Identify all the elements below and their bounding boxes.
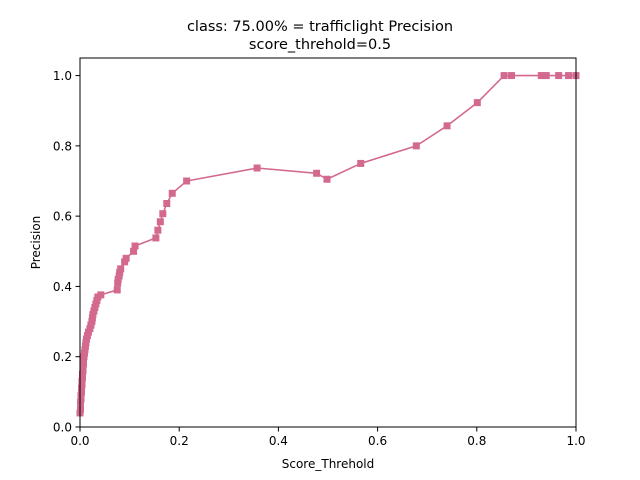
precision-point-marker bbox=[93, 296, 101, 304]
precision-point-marker bbox=[114, 275, 122, 283]
precision-point-marker bbox=[83, 332, 91, 340]
chart-title-line2: score_threhold=0.5 bbox=[249, 37, 391, 53]
precision-point-marker bbox=[78, 374, 86, 382]
precision-point-marker bbox=[116, 268, 124, 276]
precision-point-marker bbox=[81, 346, 89, 354]
precision-point-marker bbox=[78, 381, 86, 389]
precision-point-marker bbox=[79, 367, 87, 375]
precision-point-marker bbox=[81, 342, 89, 350]
precision-point-marker bbox=[79, 363, 87, 371]
precision-point-marker bbox=[183, 177, 191, 185]
precision-point-marker bbox=[88, 314, 96, 322]
precision-point-marker bbox=[152, 234, 160, 242]
y-tick-label: 0.0 bbox=[53, 421, 72, 435]
precision-point-marker bbox=[163, 199, 171, 207]
x-tick-label: 1.0 bbox=[566, 434, 585, 448]
precision-point-marker bbox=[114, 279, 122, 287]
x-tick-label: 0.4 bbox=[269, 434, 288, 448]
x-tick-label: 0.8 bbox=[467, 434, 486, 448]
precision-point-marker bbox=[537, 72, 545, 80]
precision-point-marker bbox=[117, 265, 125, 273]
y-axis-label: Precision bbox=[29, 216, 43, 270]
precision-point-marker bbox=[168, 189, 176, 197]
precision-point-marker bbox=[500, 72, 508, 80]
precision-point-marker bbox=[77, 388, 85, 396]
x-tick-label: 0.2 bbox=[170, 434, 189, 448]
precision-point-marker bbox=[313, 169, 321, 177]
chart-title-line1: class: 75.00% = trafficlight Precision bbox=[187, 19, 453, 35]
y-tick-label: 1.0 bbox=[53, 69, 72, 83]
precision-point-marker bbox=[78, 370, 86, 378]
precision-point-marker bbox=[154, 226, 162, 234]
precision-point-marker bbox=[89, 311, 97, 319]
precision-point-marker bbox=[113, 286, 121, 294]
precision-point-marker bbox=[156, 218, 164, 226]
x-tick-label: 0.6 bbox=[368, 434, 387, 448]
y-tick-label: 0.4 bbox=[53, 280, 72, 294]
precision-point-marker bbox=[121, 258, 129, 266]
x-axis-label: Score_Threhold bbox=[282, 457, 375, 471]
x-axis-ticks: 0.0 0.2 0.4 0.6 0.8 1.0 bbox=[70, 427, 586, 448]
y-tick-label: 0.8 bbox=[53, 139, 72, 153]
precision-point-marker bbox=[84, 328, 92, 336]
plot-frame bbox=[79, 57, 577, 428]
y-tick-label: 0.2 bbox=[53, 350, 72, 364]
y-tick-label: 0.6 bbox=[53, 210, 72, 224]
precision-point-marker bbox=[82, 335, 90, 343]
precision-point-marker bbox=[412, 142, 420, 150]
precision-point-marker bbox=[78, 377, 86, 385]
precision-point-marker bbox=[80, 349, 88, 357]
precision-point-marker bbox=[97, 291, 105, 299]
precision-point-marker bbox=[87, 321, 95, 329]
precision-point-marker bbox=[79, 360, 87, 368]
y-axis-ticks: 0.0 0.2 0.4 0.6 0.8 1.0 bbox=[53, 69, 80, 435]
precision-point-marker bbox=[90, 307, 98, 315]
precision-point-marker bbox=[159, 210, 167, 218]
precision-point-marker bbox=[77, 391, 85, 399]
precision-point-marker bbox=[253, 164, 261, 172]
precision-point-marker bbox=[130, 247, 138, 255]
precision-point-marker bbox=[443, 122, 451, 130]
precision-point-marker bbox=[91, 304, 99, 312]
precision-point-marker bbox=[86, 325, 94, 333]
x-tick-label: 0.0 bbox=[70, 434, 89, 448]
precision-point-marker bbox=[473, 99, 481, 107]
precision-point-marker bbox=[115, 272, 123, 280]
precision-point-marker bbox=[131, 242, 139, 250]
series-layer bbox=[76, 72, 580, 417]
precision-point-marker bbox=[555, 72, 563, 80]
precision-point-marker bbox=[508, 72, 516, 80]
precision-point-marker bbox=[323, 175, 331, 183]
precision-point-marker bbox=[542, 72, 550, 80]
precision-point-marker bbox=[80, 353, 88, 361]
precision-point-marker bbox=[357, 159, 365, 167]
precision-point-marker bbox=[79, 356, 87, 364]
precision-point-marker bbox=[82, 339, 90, 347]
precision-point-marker bbox=[77, 395, 85, 403]
precision-point-marker bbox=[122, 254, 130, 262]
precision-point-marker bbox=[88, 318, 96, 326]
precision-point-marker bbox=[92, 300, 100, 308]
precision-point-marker bbox=[565, 72, 573, 80]
precision-point-marker bbox=[77, 384, 85, 392]
